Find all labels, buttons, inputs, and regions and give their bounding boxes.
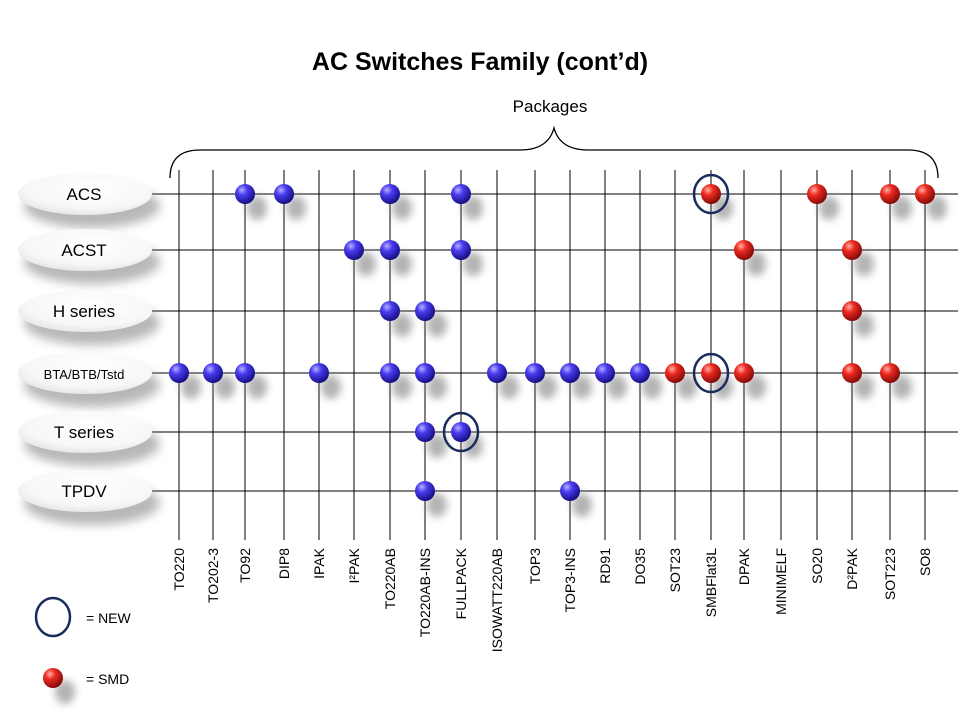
packages-heading: Packages bbox=[512, 97, 588, 116]
column-label: SO20 bbox=[809, 548, 825, 584]
package-dot-acst-i-pak bbox=[344, 240, 376, 276]
legend-smd-dot bbox=[43, 668, 75, 704]
new-ring-acs-smbflat3l bbox=[692, 173, 730, 215]
package-dot-acs-fullpack bbox=[451, 184, 483, 220]
row-label-text: ACST bbox=[61, 241, 106, 260]
package-dot-bta-btb-tstd-sot23 bbox=[665, 363, 697, 399]
package-dot-bta-btb-tstd-to202-3 bbox=[203, 363, 235, 399]
package-dot-bta-btb-tstd-d-pak bbox=[842, 363, 874, 399]
row-label-bta-btb-tstd: BTA/BTB/Tstd bbox=[18, 352, 160, 407]
package-dot-bta-btb-tstd-to220 bbox=[169, 363, 201, 399]
row-label-text: ACS bbox=[67, 185, 102, 204]
column-label: TO202-3 bbox=[205, 548, 221, 603]
column-label: TO220AB bbox=[382, 548, 398, 609]
package-dot-bta-btb-tstd-to220ab-ins bbox=[415, 363, 447, 399]
column-label: I²PAK bbox=[346, 547, 362, 583]
package-dot-bta-btb-tstd-sot223 bbox=[880, 363, 912, 399]
package-dot-acs-to220ab bbox=[380, 184, 412, 220]
column-label: DO35 bbox=[632, 548, 648, 585]
column-label: ISOWATT220AB bbox=[489, 548, 505, 652]
row-label-t-series: T series bbox=[18, 411, 160, 466]
package-dot-t-series-fullpack bbox=[451, 422, 483, 458]
legend-new-ring bbox=[34, 596, 72, 638]
row-label-acst: ACST bbox=[18, 229, 160, 284]
package-dot-acs-dip8 bbox=[274, 184, 306, 220]
column-label: DIP8 bbox=[276, 548, 292, 579]
column-label: MINIMELF bbox=[773, 548, 789, 615]
new-ring-t-series-fullpack bbox=[442, 411, 480, 453]
row-label-text: H series bbox=[53, 302, 115, 321]
column-label: IPAK bbox=[311, 547, 327, 579]
packages-brace bbox=[169, 125, 939, 179]
column-label: TO220 bbox=[171, 548, 187, 591]
package-dot-bta-btb-tstd-top3 bbox=[525, 363, 557, 399]
package-dot-h-series-d-pak bbox=[842, 301, 874, 337]
row-label-text: T series bbox=[54, 423, 114, 442]
column-label: TO92 bbox=[237, 548, 253, 583]
package-dot-acs-sot223 bbox=[880, 184, 912, 220]
package-dot-h-series-to220ab bbox=[380, 301, 412, 337]
package-dot-acst-to220ab bbox=[380, 240, 412, 276]
package-dot-bta-btb-tstd-do35 bbox=[630, 363, 662, 399]
column-label: FULLPACK bbox=[453, 547, 469, 619]
column-label: TO220AB-INS bbox=[417, 548, 433, 637]
legend-smd-label: = SMD bbox=[86, 671, 129, 687]
package-dot-acst-fullpack bbox=[451, 240, 483, 276]
column-label: SOT23 bbox=[667, 548, 683, 593]
package-dot-h-series-to220ab-ins bbox=[415, 301, 447, 337]
row-label-h-series: H series bbox=[18, 290, 160, 345]
column-label: TOP3 bbox=[527, 548, 543, 585]
package-dot-bta-btb-tstd-isowatt220ab bbox=[487, 363, 519, 399]
package-dot-t-series-to220ab-ins bbox=[415, 422, 447, 458]
page-title: AC Switches Family (cont’d) bbox=[311, 48, 649, 76]
package-dot-bta-btb-tstd-to220ab bbox=[380, 363, 412, 399]
row-label-tpdv: TPDV bbox=[18, 470, 160, 525]
column-label: SO8 bbox=[917, 548, 933, 576]
row-label-text: BTA/BTB/Tstd bbox=[44, 367, 125, 382]
package-dot-acs-to92 bbox=[235, 184, 267, 220]
new-ring-bta-btb-tstd-smbflat3l bbox=[692, 352, 730, 394]
column-label: RD91 bbox=[597, 548, 613, 584]
package-dot-acst-d-pak bbox=[842, 240, 874, 276]
package-dot-tpdv-top3-ins bbox=[560, 481, 592, 517]
column-label: SOT223 bbox=[882, 548, 898, 600]
package-dot-bta-btb-tstd-rd91 bbox=[595, 363, 627, 399]
package-dot-bta-btb-tstd-dpak bbox=[734, 363, 766, 399]
package-dot-bta-btb-tstd-ipak bbox=[309, 363, 341, 399]
package-dot-acs-so8 bbox=[915, 184, 947, 220]
package-dot-acst-dpak bbox=[734, 240, 766, 276]
package-dot-acs-so20 bbox=[807, 184, 839, 220]
package-dot-tpdv-to220ab-ins bbox=[415, 481, 447, 517]
column-label: TOP3-INS bbox=[562, 548, 578, 612]
package-dot-bta-btb-tstd-top3-ins bbox=[560, 363, 592, 399]
column-label: SMBFlat3L bbox=[703, 548, 719, 617]
row-label-acs: ACS bbox=[18, 173, 160, 228]
legend-new-label: = NEW bbox=[86, 610, 132, 626]
row-label-text: TPDV bbox=[61, 482, 107, 501]
column-label: DPAK bbox=[736, 547, 752, 585]
column-label: D²PAK bbox=[844, 547, 860, 589]
package-dot-bta-btb-tstd-to92 bbox=[235, 363, 267, 399]
